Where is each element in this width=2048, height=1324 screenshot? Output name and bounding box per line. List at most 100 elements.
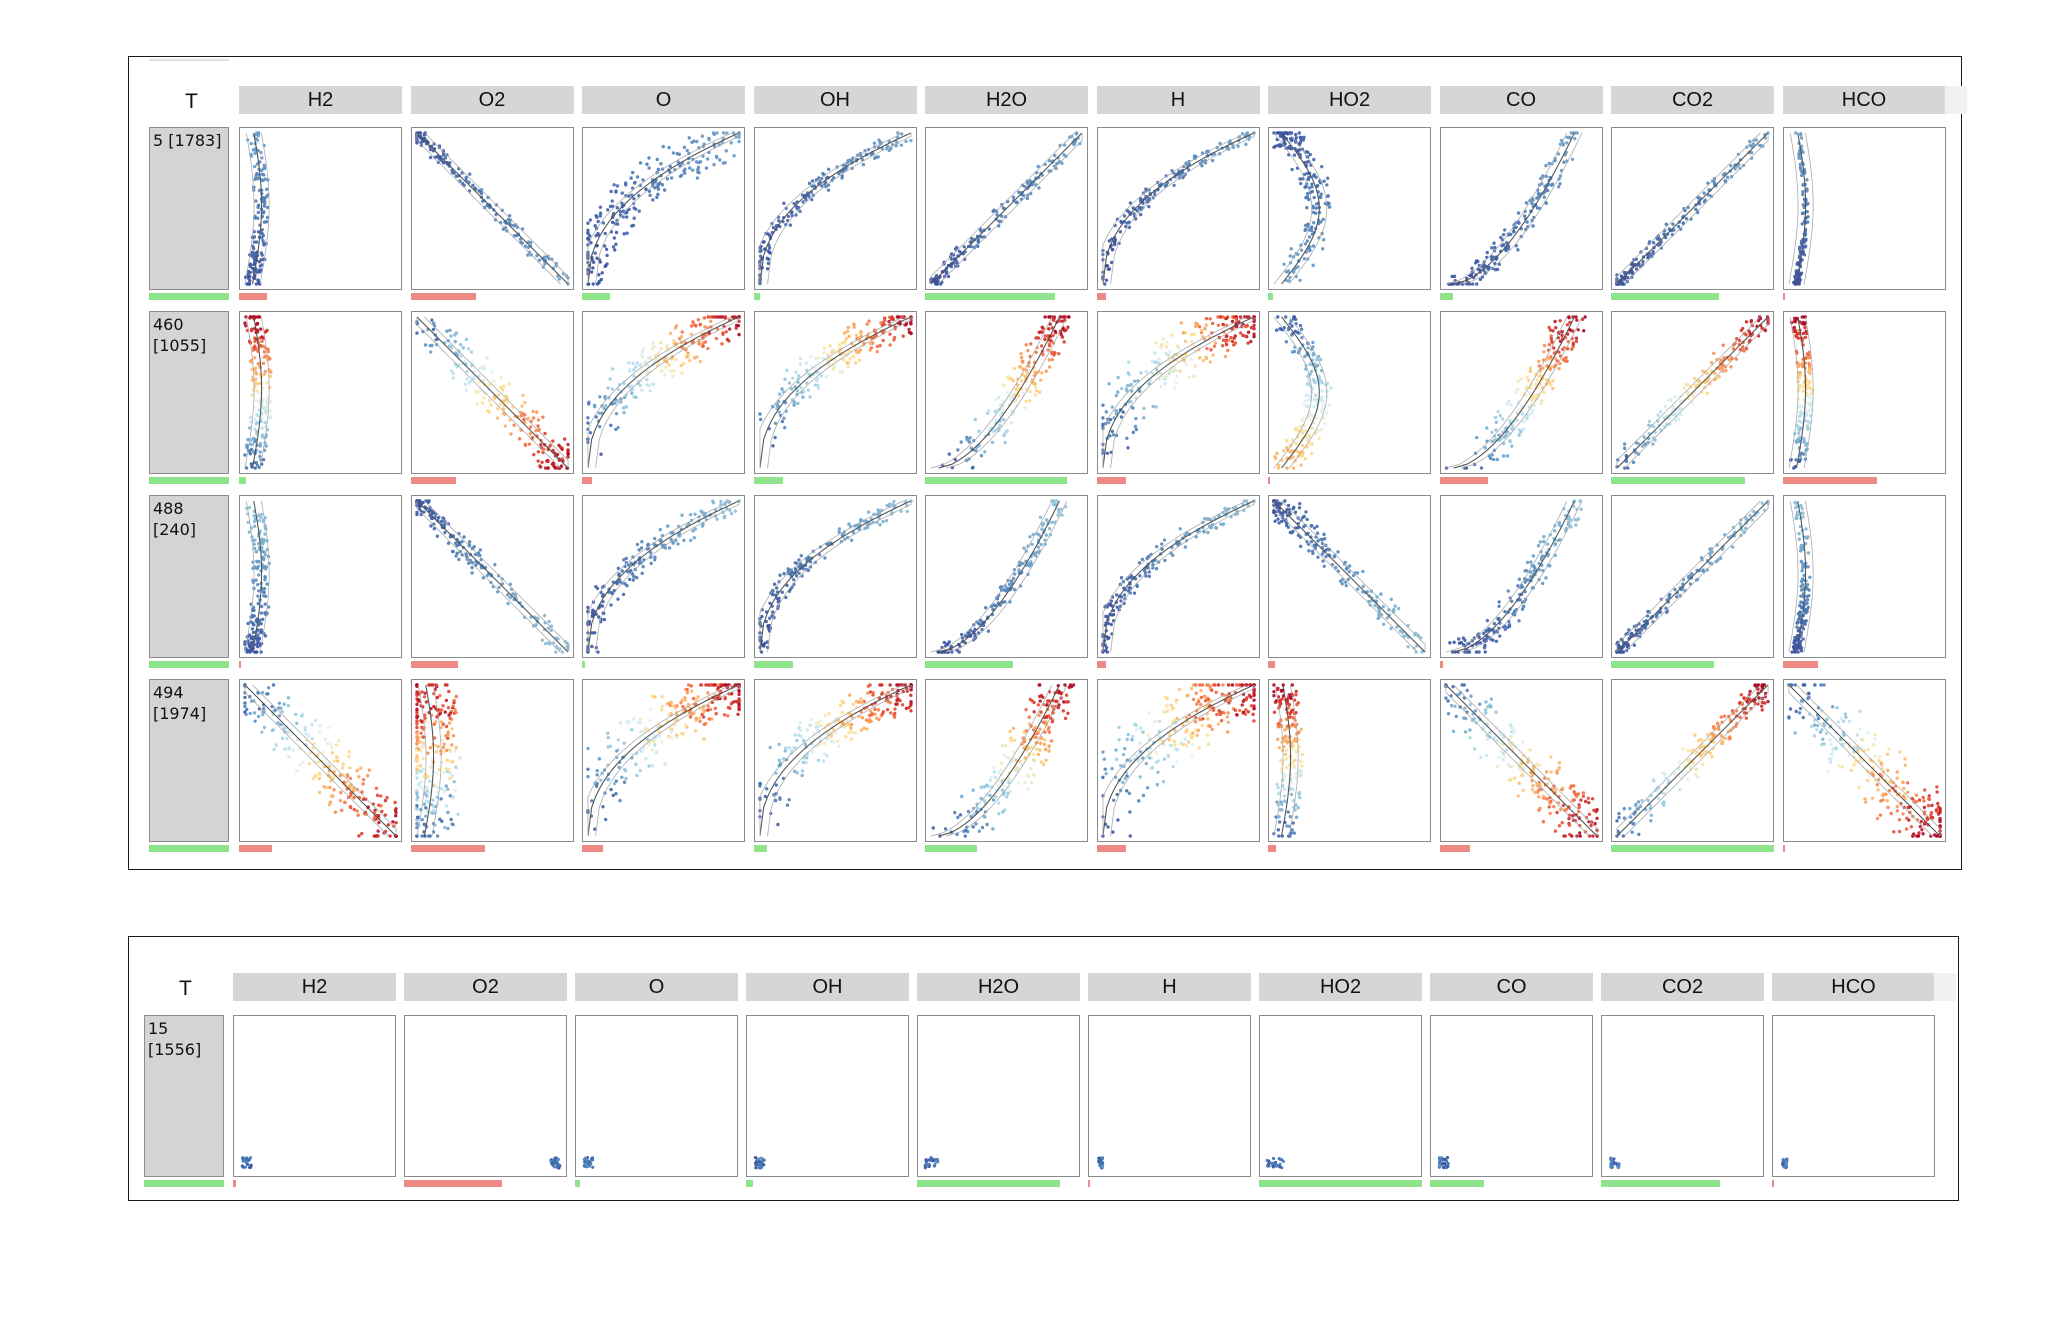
plot-cell-ho2[interactable] [1268,311,1431,474]
data-point [1806,361,1811,366]
data-point [495,416,499,420]
data-point [1125,446,1130,450]
data-point [469,571,474,575]
data-point [715,131,719,135]
data-point [588,218,593,222]
plot-cell-oh[interactable] [753,495,917,658]
plot-cell-ho2[interactable] [1268,495,1431,658]
data-point [1642,435,1646,439]
data-point [1034,183,1038,187]
data-point [253,356,257,360]
plot-cell-h2o[interactable] [925,495,1088,658]
data-point [1792,281,1797,286]
column-header-h2[interactable]: H2 [239,86,402,114]
column-header-hco[interactable]: HCO [1782,86,1946,114]
data-point [517,437,521,441]
data-point [998,423,1002,428]
data-point [508,432,513,436]
data-point [590,631,595,635]
data-point [1049,339,1053,343]
row-label[interactable]: 488 [240] [149,495,229,658]
data-point [485,195,490,200]
plot-cell-h[interactable] [1096,495,1260,658]
data-point [624,393,628,397]
data-point [247,530,252,534]
data-point [1514,244,1518,248]
data-point [507,213,511,218]
row-label[interactable]: 460 [1055] [149,311,229,474]
data-point [1491,457,1495,462]
data-point [733,509,737,513]
column-header-o[interactable]: O [582,86,745,114]
plot-cell-oh[interactable] [753,127,917,290]
data-point [1325,183,1329,187]
plot-cell-h2o[interactable] [925,311,1088,474]
data-point [1203,355,1208,360]
data-point [1798,165,1802,170]
data-point [1793,329,1797,334]
data-point [819,176,823,181]
data-point [641,347,646,351]
data-point [248,359,253,363]
plot-cell-oh[interactable] [753,311,917,474]
data-point [1175,543,1180,547]
plot-cell-h[interactable] [1096,311,1260,474]
data-point [535,424,540,428]
data-point [546,641,550,645]
plot-cell-h2[interactable] [239,311,402,474]
data-point [520,241,524,245]
data-point [260,433,265,437]
plot-cell-o2[interactable] [410,495,574,658]
data-point [595,282,600,286]
data-point [680,330,684,334]
plot-cell-h2o[interactable] [925,127,1088,290]
plot-cell-ho2[interactable] [1268,127,1431,290]
data-point [705,157,710,161]
data-point [1793,439,1798,443]
column-header-co[interactable]: CO [1439,86,1603,114]
data-point [1492,245,1497,250]
data-point [801,389,805,394]
column-header-co2[interactable]: CO2 [1611,86,1774,114]
data-point [649,561,653,566]
plot-cell-h[interactable] [1096,127,1260,290]
plot-cell-o[interactable] [582,311,745,474]
data-point [1158,384,1163,388]
confidence-curve [1102,500,1247,653]
data-point [1038,378,1043,382]
data-point [1741,345,1745,349]
plot-cell-o2[interactable] [410,311,574,474]
column-header-ho2[interactable]: HO2 [1268,86,1431,114]
plot-cell-hco[interactable] [1782,127,1946,290]
fit-curve [252,316,263,469]
column-header-oh[interactable]: OH [753,86,917,114]
plot-cell-co2[interactable] [1611,127,1774,290]
data-point [647,166,651,170]
data-point [475,402,479,406]
data-point [263,421,267,425]
plot-cell-co[interactable] [1439,127,1603,290]
plot-cell-o2[interactable] [410,127,574,290]
column-header-o2[interactable]: O2 [410,86,574,114]
plot-cell-h2[interactable] [239,127,402,290]
data-point [1634,450,1638,455]
column-header-h[interactable]: H [1096,86,1260,114]
plot-cell-co[interactable] [1439,311,1603,474]
plot-cell-o[interactable] [582,127,745,290]
column-header-h2o[interactable]: H2O [925,86,1088,114]
data-point [767,233,771,238]
plot-cell-hco[interactable] [1782,311,1946,474]
data-point [847,349,851,353]
data-point [630,224,634,228]
plot-cell-h2[interactable] [239,495,402,658]
data-point [1516,221,1521,225]
data-point [1289,319,1293,323]
scatter-plot [1445,131,1582,286]
data-point [1212,344,1216,349]
data-point [1325,381,1330,386]
plot-cell-o[interactable] [582,495,745,658]
data-point [1800,404,1805,409]
data-point [1550,329,1555,333]
plot-cell-co2[interactable] [1611,311,1774,474]
row-label[interactable]: 5 [1783] [149,127,229,290]
